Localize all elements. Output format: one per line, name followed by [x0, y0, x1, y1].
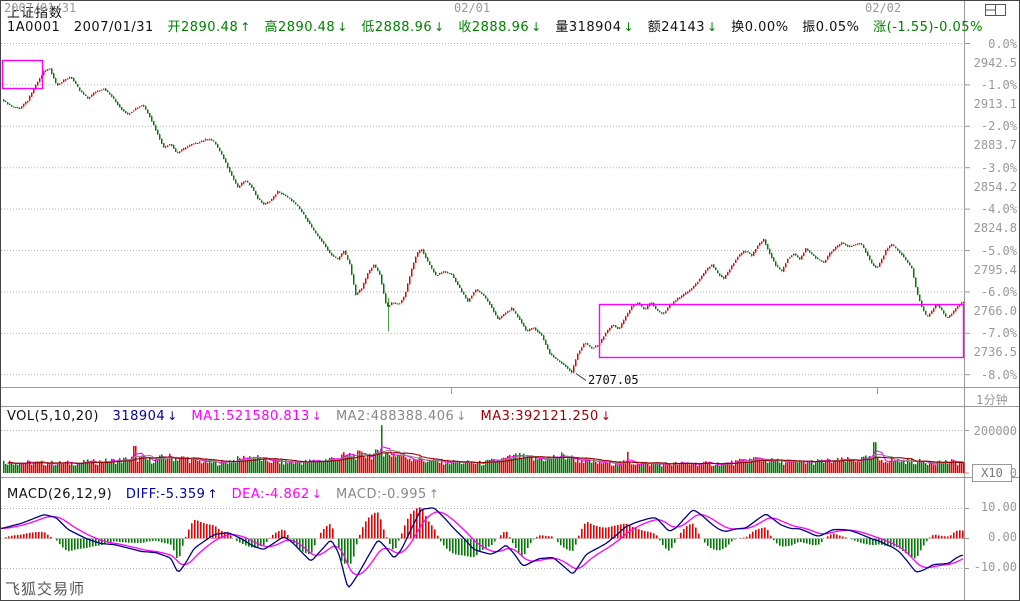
percent-axis-label: -2.0%: [980, 119, 1017, 134]
macd-dea-value: DEA:-4.862 ↓: [231, 487, 323, 502]
low-price-annotation: 2707.05: [588, 373, 639, 387]
vol-ma1-value: MA1:521580.813 ↓: [191, 409, 323, 424]
symbol: 1A0001: [7, 20, 61, 35]
volume-axis-label: 200000: [973, 423, 1017, 438]
high-value: 高2890.48 ↓: [264, 20, 348, 35]
date-axis-label: 02/02: [865, 1, 902, 15]
down-arrow-icon: ↓: [600, 409, 612, 423]
down-arrow-icon: ↓: [434, 20, 445, 34]
down-arrow-icon: ↓: [311, 409, 323, 423]
down-arrow-icon: ↓: [337, 20, 348, 34]
up-arrow-icon: ↑: [428, 487, 440, 501]
date-axis-label: 2007/01/31: [4, 1, 77, 15]
macd-header: MACD(26,12,9) DIFF:-5.359 ↑ DEA:-4.862 ↓ M…: [7, 487, 448, 502]
app-watermark: 飞狐交易师: [5, 580, 86, 598]
macd-axis-label: 0.00: [988, 529, 1017, 544]
volume-bars: [3, 425, 965, 473]
date-axis-label: 02/01: [454, 1, 491, 15]
macd-diff-value: DIFF:-5.359 ↑: [125, 487, 219, 502]
vol-current-value: 318904 ↓: [112, 409, 178, 424]
up-arrow-icon: ↑: [240, 20, 251, 34]
close-value: 收2888.96 ↓: [458, 20, 542, 35]
macd-indicator-label: MACD(26,12,9): [7, 487, 113, 502]
volume-axis-label: 0: [1009, 466, 1017, 480]
percent-axis-label: -8.0%: [980, 367, 1017, 382]
macd-axis-label: -10.00: [973, 559, 1017, 574]
vol-indicator-label: VOL(5,10,20): [7, 409, 99, 424]
vol-ma3-value: MA3:392121.250 ↓: [480, 409, 612, 424]
volume-value: 量318904 ↓: [555, 20, 635, 35]
percent-axis-label: -6.0%: [980, 284, 1017, 299]
down-arrow-icon: ↓: [623, 20, 635, 34]
price-axis-label: 2766.0: [973, 303, 1017, 318]
period-label[interactable]: 1分钟: [976, 393, 1008, 407]
macd-lines: [1, 507, 964, 588]
amount-value: 额24143 ↓: [647, 20, 718, 35]
down-arrow-icon: ↓: [311, 487, 323, 501]
percent-axis-label: -4.0%: [980, 202, 1017, 217]
drawn-rectangles: [1, 59, 965, 359]
volume-ma-lines: [7, 445, 964, 466]
low-value: 低2888.96 ↓: [361, 20, 445, 35]
percent-axis-label: -1.0%: [980, 77, 1017, 92]
period-window-icon[interactable]: [985, 4, 1006, 16]
percent-axis-label: -3.0%: [980, 160, 1017, 175]
amplitude-value: 振0.05%: [802, 20, 860, 35]
volume-header: VOL(5,10,20) 318904 ↓ MA1:521580.813 ↓ MA2…: [7, 409, 620, 424]
price-axis-label: 2883.7: [973, 138, 1017, 153]
down-arrow-icon: ↓: [531, 20, 542, 34]
quote-header: 1A0001 2007/01/31 开2890.48 ↑ 高2890.48 ↓ 低2…: [7, 16, 992, 35]
down-arrow-icon: ↓: [167, 409, 178, 423]
down-arrow-icon: ↓: [707, 20, 718, 34]
axis-ticks: [964, 43, 970, 569]
turnover-value: 换0.00%: [731, 20, 789, 35]
change-value: 涨(-1.55)-0.05%: [873, 20, 983, 35]
main-chart-pane[interactable]: [1, 29, 964, 387]
price-axis-label: 2824.8: [973, 221, 1017, 236]
percent-axis-label: 0.0%: [988, 36, 1017, 51]
page-title: 上证指数: [7, 6, 64, 21]
quote-date: 2007/01/31: [73, 20, 154, 35]
annotation-pointer: [575, 373, 587, 381]
percent-axis-label: -7.0%: [980, 326, 1017, 341]
down-arrow-icon: ↓: [456, 409, 467, 423]
price-axis-label: 2913.1: [973, 96, 1017, 111]
candlestick-series: [3, 68, 965, 373]
up-arrow-icon: ↑: [207, 487, 219, 501]
percent-axis-label: -5.0%: [980, 243, 1017, 258]
price-axis-label: 2942.5: [973, 55, 1017, 70]
open-value: 开2890.48 ↑: [167, 20, 251, 35]
price-axis-label: 2854.2: [973, 179, 1017, 194]
macd-macd-value: MACD:-0.995 ↑: [336, 487, 440, 502]
price-axis-label: 2795.4: [973, 262, 1017, 277]
volume-scale-badge: X10: [972, 464, 1012, 482]
macd-axis-label: 10.00: [980, 499, 1017, 514]
vol-ma2-value: MA2:488388.406 ↓: [335, 409, 467, 424]
price-axis-label: 2736.5: [973, 345, 1017, 360]
